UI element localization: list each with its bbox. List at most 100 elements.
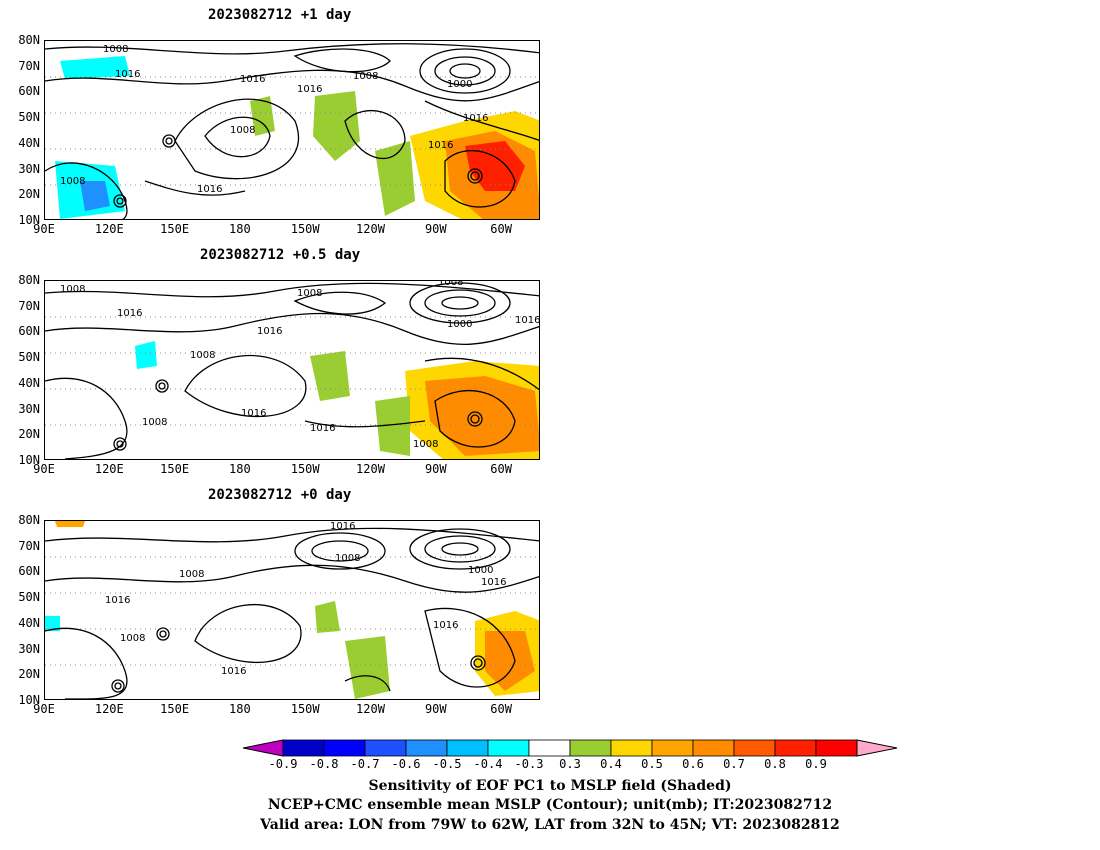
svg-text:1008: 1008 — [60, 176, 85, 187]
contour-labels: 1008 1016 1016 1008 1016 1000 1016 1016 … — [60, 44, 488, 195]
colorbar — [242, 739, 898, 757]
colorbar-swatch — [487, 739, 530, 757]
colorbar-tick-label: -0.4 — [473, 757, 503, 771]
colorbar-tick-label: -0.6 — [391, 757, 421, 771]
lon-tick-label: 60W — [490, 702, 512, 716]
negative-sensitivity-region — [135, 341, 157, 369]
colorbar-swatch — [446, 739, 489, 757]
lon-tick-label: 150W — [290, 462, 320, 476]
colorbar-tick-label: 0.3 — [559, 757, 581, 771]
colorbar-swatch — [692, 739, 735, 757]
panel-title-1: 2023082712 +1 day — [208, 7, 352, 23]
panel-title-2: 2023082712 +0.5 day — [200, 247, 361, 263]
svg-text:1016: 1016 — [428, 140, 453, 151]
lon-tick-label: 120E — [94, 462, 124, 476]
lat-tick-label: 40N — [18, 615, 40, 630]
map-svg-3: 1016 1008 1008 1000 1016 1016 1016 1008 … — [45, 521, 539, 699]
colorbar-swatch — [364, 739, 407, 757]
lon-tick-label: 60W — [490, 462, 512, 476]
positive-sensitivity-region — [375, 396, 410, 456]
lon-tick-label: 150E — [160, 222, 190, 236]
positive-sensitivity-region — [55, 521, 85, 527]
lat-tick-label: 70N — [18, 538, 40, 553]
lat-tick-label: 50N — [18, 590, 40, 605]
svg-text:1016: 1016 — [241, 408, 266, 419]
lat-tick-label: 70N — [18, 298, 40, 313]
svg-text:1008: 1008 — [103, 44, 128, 55]
positive-sensitivity-region — [485, 631, 535, 691]
lat-tick-label: 10N — [18, 453, 40, 467]
svg-text:1008: 1008 — [60, 284, 85, 295]
svg-text:1016: 1016 — [481, 577, 506, 588]
colorbar-tick-label: 0.7 — [723, 757, 745, 771]
positive-sensitivity-region — [310, 351, 350, 401]
svg-text:1016: 1016 — [117, 308, 142, 319]
lat-tick-label: 40N — [18, 135, 40, 150]
lon-tick-label: 150W — [290, 222, 320, 236]
colorbar-arrow-left — [242, 739, 284, 757]
colorbar-tick-label: -0.5 — [432, 757, 462, 771]
lon-tick-label: 90E — [33, 702, 55, 716]
lat-tick-label: 10N — [18, 693, 40, 707]
lat-tick-label: 30N — [18, 401, 40, 416]
svg-text:1016: 1016 — [240, 74, 265, 85]
map-panel-3: 1016 1008 1008 1000 1016 1016 1016 1008 … — [44, 520, 540, 700]
colorbar-tick-label: -0.3 — [514, 757, 544, 771]
lon-tick-label: 60W — [490, 222, 512, 236]
svg-text:1016: 1016 — [221, 666, 246, 677]
svg-text:1016: 1016 — [257, 326, 282, 337]
colorbar-swatch — [733, 739, 776, 757]
svg-text:1016: 1016 — [310, 423, 335, 434]
map-panel-2: 1008 1016 1008 1008 1016 1000 1016 1016 … — [44, 280, 540, 460]
colorbar-swatch — [774, 739, 817, 757]
colorbar-tick-label: 0.4 — [600, 757, 622, 771]
lat-tick-label: 70N — [18, 58, 40, 73]
lon-tick-label: 120E — [94, 702, 124, 716]
lat-tick-label: 40N — [18, 375, 40, 390]
svg-text:1016: 1016 — [330, 521, 355, 532]
lon-tick-label: 120W — [356, 222, 385, 236]
colorbar-swatch — [323, 739, 366, 757]
svg-text:1008: 1008 — [353, 71, 378, 82]
lat-tick-label: 10N — [18, 213, 40, 227]
lat-tick-label: 80N — [18, 33, 40, 47]
svg-text:1008: 1008 — [413, 439, 438, 450]
positive-sensitivity-region — [313, 91, 360, 161]
positive-sensitivity-region — [375, 141, 415, 216]
colorbar-tick-label: 0.9 — [805, 757, 827, 771]
svg-text:1000: 1000 — [468, 565, 493, 576]
svg-text:1008: 1008 — [230, 125, 255, 136]
colorbar-tick-label: 0.5 — [641, 757, 663, 771]
svg-text:1000: 1000 — [447, 319, 472, 330]
svg-text:1016: 1016 — [197, 184, 222, 195]
map-svg-2: 1008 1016 1008 1008 1016 1000 1016 1016 … — [45, 281, 540, 459]
lat-tick-label: 20N — [18, 187, 40, 202]
colorbar-tick-label: -0.8 — [309, 757, 339, 771]
colorbar-swatch — [282, 739, 325, 757]
lat-tick-label: 60N — [18, 84, 40, 99]
lon-tick-label: 180 — [229, 462, 251, 476]
colorbar-swatch — [610, 739, 653, 757]
lon-tick-label: 120E — [94, 222, 124, 236]
colorbar-swatch — [405, 739, 448, 757]
lon-tick-label: 120W — [356, 702, 385, 716]
svg-text:1008: 1008 — [438, 281, 463, 288]
colorbar-swatch — [815, 739, 858, 757]
colorbar-swatch — [651, 739, 694, 757]
svg-text:1016: 1016 — [115, 69, 140, 80]
colorbar-tick-label: 0.6 — [682, 757, 704, 771]
svg-text:1008: 1008 — [120, 633, 145, 644]
map-svg-1: 1008 1016 1016 1008 1016 1000 1016 1016 … — [45, 43, 539, 219]
lon-tick-label: 150E — [160, 462, 190, 476]
colorbar-swatch — [569, 739, 612, 757]
svg-text:1016: 1016 — [515, 315, 540, 326]
svg-text:1016: 1016 — [297, 84, 322, 95]
lon-tick-label: 180 — [229, 222, 251, 236]
colorbar-tick-label: -0.7 — [350, 757, 380, 771]
lon-tick-label: 120W — [356, 462, 385, 476]
panel-title-3: 2023082712 +0 day — [208, 487, 352, 503]
positive-sensitivity-region — [465, 141, 525, 191]
svg-text:1008: 1008 — [179, 569, 204, 580]
lat-tick-label: 30N — [18, 161, 40, 176]
svg-text:1008: 1008 — [190, 350, 215, 361]
